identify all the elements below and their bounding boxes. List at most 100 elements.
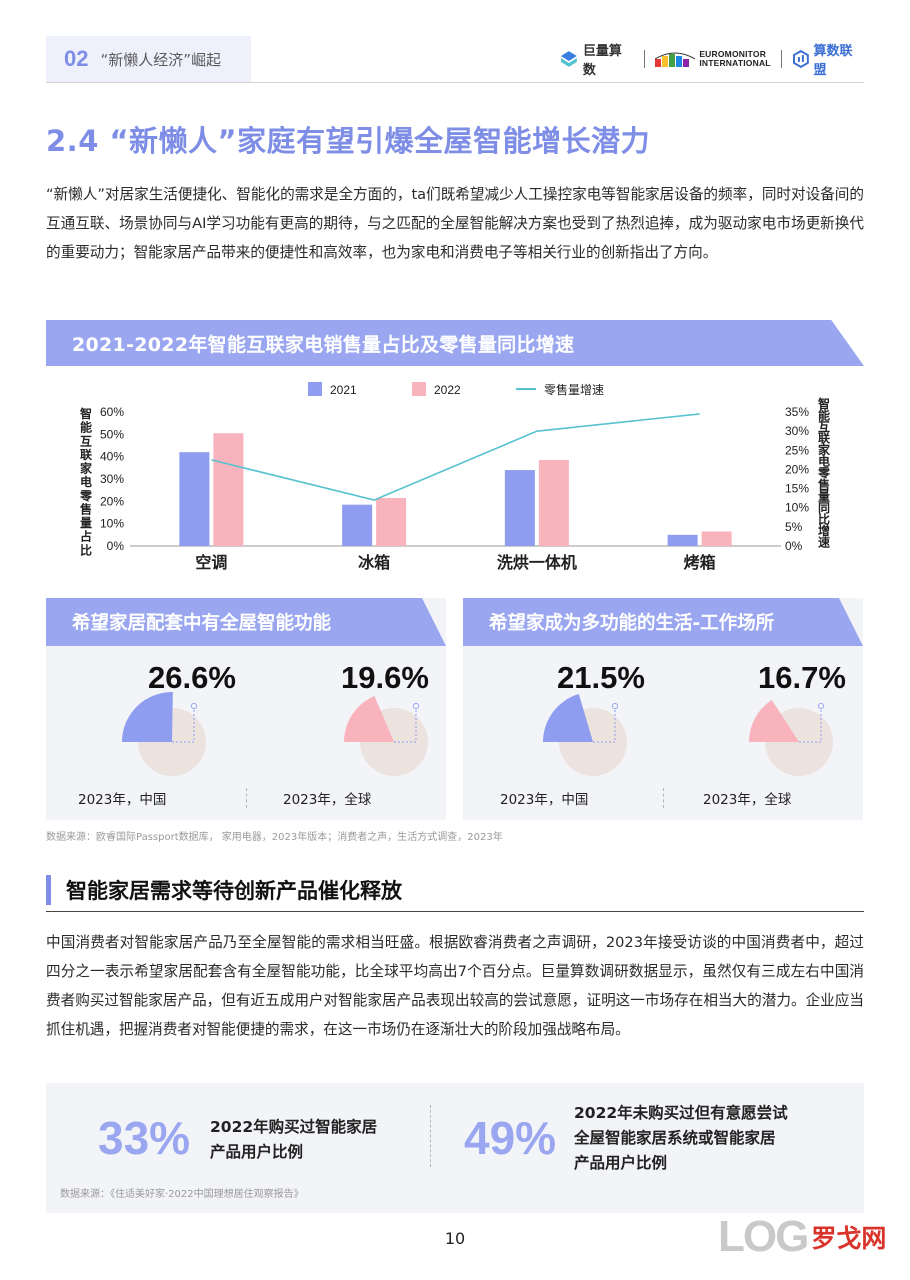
section-header-title: “新懒人经济”崛起 [100, 50, 222, 69]
stat-highlight-box: 33% 2022年购买过智能家居 产品用户比例 49% 2022年未购买过但有意… [46, 1083, 864, 1213]
pie-leader-dot [413, 703, 419, 709]
caption-divider [246, 788, 247, 808]
body-paragraph: 中国消费者对智能家居产品乃至全屋智能的需求相当旺盛。根据欧睿消费者之声调研，20… [46, 934, 864, 1038]
legend-label: 2022 [434, 383, 461, 397]
euromonitor-logo: EUROMONITOR INTERNATIONAL [655, 50, 771, 68]
y2-axis-label-char: 速 [818, 534, 830, 549]
logo-separator [780, 50, 782, 68]
card-title: 希望家居配套中有全屋智能功能 [72, 613, 332, 634]
pie-slice [749, 700, 799, 742]
watermark-log: LOG [718, 1212, 809, 1261]
y-tick-label: 40% [100, 450, 124, 464]
y-tick-label: 50% [100, 427, 124, 441]
y2-tick-label: 0% [785, 539, 803, 553]
pie-caption: 2023年，中国 [500, 792, 589, 808]
subheading-underline [46, 911, 864, 912]
pie-leader-dot [818, 703, 824, 709]
y2-tick-label: 10% [785, 501, 809, 515]
pie-caption: 2023年，中国 [78, 792, 167, 808]
partner-logos: 巨量算数 EUROMONITOR INTERNATIONAL 算数联盟 [560, 44, 865, 78]
pie-leader [394, 706, 417, 743]
y-tick-label: 30% [100, 472, 124, 486]
y2-axis-label-char: 量 [818, 489, 830, 503]
y2-axis-label-char: 增 [818, 523, 830, 538]
pie-value: 21.5% [557, 660, 645, 695]
y2-axis-label-char: 联 [818, 432, 830, 446]
y2-axis-label-char: 能 [818, 408, 830, 423]
pie-leader-dot [191, 703, 197, 709]
big-stat-value: 49% [464, 1112, 557, 1164]
x-tick-label: 洗烘一体机 [497, 553, 577, 572]
stat-card-smart-home: 希望家居配套中有全屋智能功能 26.6% 19.6% 2023年，中国 2023… [46, 598, 446, 820]
y-tick-label: 10% [100, 517, 124, 531]
legend-label: 零售量增速 [544, 382, 604, 397]
x-tick-label: 空调 [195, 553, 227, 572]
pie-pair [543, 694, 833, 776]
watermark-logo: LOG 罗戈网 [718, 1212, 886, 1262]
y2-tick-label: 35% [785, 405, 809, 419]
legend-label: 2021 [330, 383, 357, 397]
chart1-body: 0% 10% 20% 30% 40% 50% 60% 0% 5% 10% 15% 20% 25% 30% 3… [46, 366, 864, 584]
y2-axis-label-char: 电 [818, 454, 830, 469]
card-title: 希望家成为多功能的生活-工作场所 [489, 613, 775, 634]
y2-tick-label: 5% [785, 520, 803, 534]
y2-tick-label: 20% [785, 462, 809, 476]
bar-2021 [667, 534, 698, 546]
y-tick-label: 60% [100, 405, 124, 419]
legend-swatch-2021 [308, 382, 322, 396]
big-stat-label: 2022年未购买过但有意愿尝试 全屋智能家居系统或智能家居 产品用户比例 [574, 1104, 788, 1172]
x-tick-label: 冰箱 [358, 553, 390, 572]
logo-separator [644, 50, 646, 68]
data-source: 数据来源：欧睿国际Passport数据库， 家用电器，2023年版本；消费者之声… [46, 832, 503, 843]
pie-caption: 2023年，全球 [703, 792, 792, 808]
y2-axis-label-char: 零 [817, 466, 831, 480]
bar-2021 [504, 470, 535, 546]
bar-2022 [213, 433, 244, 546]
y-axis-label-char: 电 [80, 474, 92, 489]
pie-value: 26.6% [148, 660, 236, 695]
section-tab: 02 “新懒人经济”崛起 [46, 36, 251, 82]
pie-pair [122, 692, 428, 776]
bar-2021 [342, 504, 373, 546]
y2-axis-label-char: 家 [818, 442, 831, 457]
y-axis-label-char: 互 [80, 434, 92, 448]
y-axis-label-char: 售 [80, 501, 92, 516]
bar-2022 [538, 460, 569, 546]
y-tick-label: 0% [107, 539, 125, 553]
y-axis-label-char: 零 [79, 489, 93, 503]
stat-divider [430, 1105, 431, 1167]
big-stat-value: 33% [98, 1112, 191, 1164]
subheading: 智能家居需求等待创新产品催化释放 [66, 879, 402, 903]
page-title: 2.4 “新懒人”家庭有望引爆全屋智能增长潜力 [46, 124, 651, 158]
bar-2021 [179, 452, 210, 546]
pie-value: 16.7% [758, 660, 846, 695]
y2-axis-label-char: 智 [817, 396, 830, 411]
y2-tick-label: 25% [785, 443, 809, 457]
juliang-icon [561, 51, 577, 67]
y-axis-label-char: 量 [80, 516, 92, 530]
page-number: 10 [444, 1229, 466, 1248]
series-line-growth [211, 413, 700, 501]
stat-card-multifunction-home: 希望家成为多功能的生活-工作场所 21.5% 16.7% 2023年，中国 20… [463, 598, 863, 820]
y2-axis-label-char: 同 [818, 501, 830, 515]
pie-slice [543, 694, 593, 742]
bar-2022 [701, 531, 732, 546]
intro-paragraph: “新懒人”对居家生活便捷化、智能化的需求是全方面的，ta们既希望减少人工操控家电… [46, 186, 864, 261]
pie-leader [172, 706, 195, 743]
chart1-title: 2021-2022年智能互联家电销售量占比及零售量同比增速 [72, 333, 575, 356]
pie-caption: 2023年，全球 [283, 792, 372, 808]
legend-swatch-2022 [412, 382, 426, 396]
bar-2022 [376, 497, 407, 546]
chart1-title-band: 2021-2022年智能互联家电销售量占比及零售量同比增速 [46, 320, 864, 366]
y-axis-label-char: 占 [80, 529, 92, 544]
y-axis-label-char: 比 [80, 542, 92, 557]
y2-axis-label-char: 比 [818, 511, 830, 526]
card-title-band: 希望家居配套中有全屋智能功能 [46, 598, 446, 646]
y-tick-label: 20% [100, 494, 124, 508]
y2-tick-label: 30% [785, 424, 809, 438]
y-axis-label-char: 智 [79, 406, 92, 421]
suanshu-logo: 算数联盟 [792, 40, 865, 78]
big-stat-label: 2022年购买过智能家居 产品用户比例 [210, 1118, 378, 1161]
euromonitor-icon [655, 52, 696, 67]
pie-leader [799, 706, 822, 743]
